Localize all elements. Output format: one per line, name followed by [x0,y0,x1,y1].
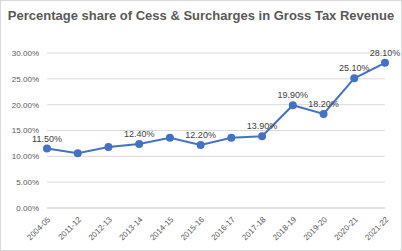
svg-text:25.10%: 25.10% [339,63,370,73]
svg-text:30.00%: 30.00% [12,49,39,58]
svg-text:2019-20: 2019-20 [302,215,330,243]
svg-text:19.90%: 19.90% [278,90,309,100]
svg-text:2016-17: 2016-17 [210,215,238,243]
svg-text:2017-18: 2017-18 [240,215,268,243]
svg-text:0.00%: 0.00% [16,204,39,213]
svg-text:2020-21: 2020-21 [333,215,361,243]
html-text:Percentage share of Cess & Sur: Percentage share of Cess & Surcharges in… [7,8,395,23]
svg-text:10.00%: 10.00% [12,152,39,161]
svg-text:2013-14: 2013-14 [117,215,145,243]
svg-text:2021-22: 2021-22 [363,215,391,243]
svg-text:5.00%: 5.00% [16,178,39,187]
svg-text:2015-16: 2015-16 [179,215,207,243]
svg-text:15.00%: 15.00% [11,126,39,136]
svg-text:2012-13: 2012-13 [87,215,115,243]
svg-text:12.20%: 12.20% [185,130,216,140]
svg-text:28.10%: 28.10% [370,48,394,58]
svg-text:2018-19: 2018-19 [271,215,299,243]
svg-text:25.00%: 25.00% [12,75,39,84]
svg-text:18.20%: 18.20% [308,99,339,109]
svg-text:13.90%: 13.90% [247,121,278,131]
svg-text:20.00%: 20.00% [12,101,39,110]
svg-text:2014-15: 2014-15 [148,215,176,243]
svg-text:2004-05: 2004-05 [25,215,53,243]
svg-text:11.50%: 11.50% [32,134,62,144]
svg-text:2011-12: 2011-12 [56,215,83,242]
svg-text:12.40%: 12.40% [124,129,155,139]
